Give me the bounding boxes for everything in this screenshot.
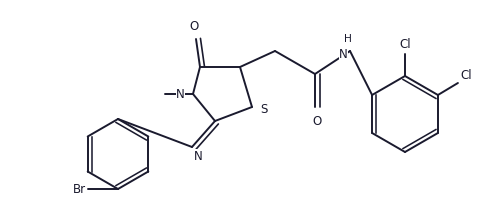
Text: Cl: Cl: [399, 38, 411, 51]
Text: N: N: [194, 149, 203, 162]
Text: N: N: [176, 88, 185, 101]
Text: H: H: [344, 34, 352, 44]
Text: N: N: [339, 47, 348, 60]
Text: Cl: Cl: [460, 69, 471, 82]
Text: S: S: [260, 103, 267, 116]
Text: Br: Br: [73, 183, 86, 196]
Text: O: O: [312, 114, 322, 127]
Text: O: O: [190, 20, 199, 33]
